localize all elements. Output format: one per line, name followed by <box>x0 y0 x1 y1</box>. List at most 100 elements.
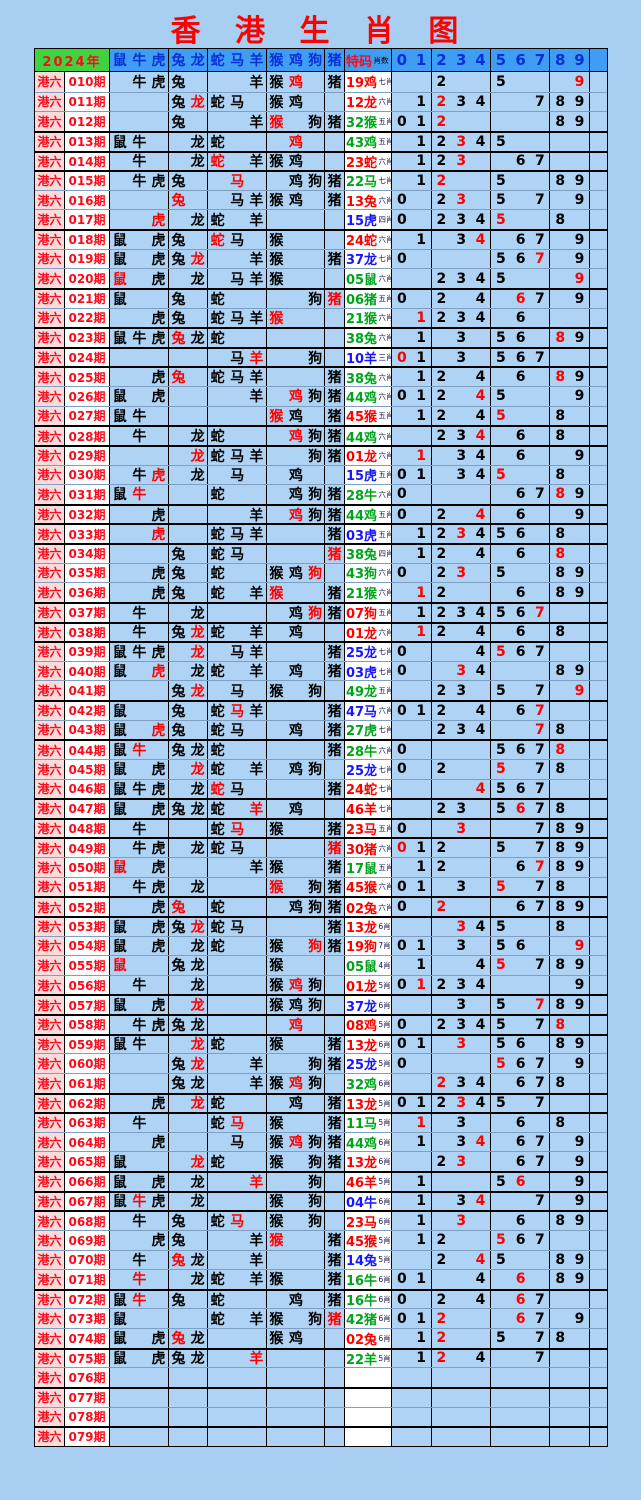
zodiac-char: 蛇 <box>210 1311 225 1328</box>
special-cell: 37龙七肖 <box>344 249 392 269</box>
zodiac-cell <box>227 290 247 308</box>
tail-cell <box>590 112 607 131</box>
digit-value: 2 <box>436 1016 447 1033</box>
digit-value: 2 <box>436 564 447 581</box>
zodiac-cell: 狗 <box>306 877 326 897</box>
digit-cell <box>570 1329 590 1348</box>
zodiac-char: 牛 <box>132 978 147 995</box>
zodiac-cell <box>247 917 267 936</box>
digit-value: 1 <box>416 937 426 954</box>
zodiac-cell <box>130 1054 150 1073</box>
special-number: 32鸡 <box>345 1077 378 1093</box>
zodiac-char: 鼠 <box>112 251 127 268</box>
zodiac-cell <box>306 779 326 799</box>
digit-value: 3 <box>456 1036 467 1053</box>
zodiac-cell: 猴 <box>267 72 287 92</box>
zodiac-cell <box>110 1251 130 1270</box>
digit-value: 2 <box>436 1232 447 1249</box>
zodiac-cell <box>208 1251 228 1270</box>
digit-value: 9 <box>574 388 585 405</box>
zodiac-cell: 蛇 <box>208 898 228 916</box>
digit-cell <box>412 1250 432 1270</box>
digit-cell <box>392 153 412 171</box>
digit-cell: 1 <box>412 172 432 190</box>
digit-cell <box>432 231 452 249</box>
digit-cell: 9 <box>570 681 590 700</box>
zodiac-cell: 蛇 <box>208 231 228 249</box>
tail-cell <box>590 1408 607 1427</box>
digit-cell <box>412 72 432 92</box>
zodiac-cell <box>247 563 267 583</box>
digit-cell: 5 <box>491 269 511 288</box>
digit-value: 9 <box>574 957 585 974</box>
zodiac-cell <box>149 1290 169 1309</box>
zodiac-cell <box>130 564 150 583</box>
zodiac-char: 虎 <box>151 841 166 857</box>
zodiac-cell: 猴 <box>267 1231 287 1250</box>
zodiac-cell: 虎 <box>149 720 169 740</box>
digit-cell <box>451 780 471 799</box>
zodiac-cell <box>130 898 150 916</box>
zodiac-cell: 兔 <box>169 1212 189 1230</box>
zodiac-cell <box>286 1212 306 1230</box>
digit-cell: 6 <box>511 898 531 916</box>
digit-value: 5 <box>495 526 506 543</box>
digit-value: 0 <box>396 702 407 719</box>
zodiac-cell <box>110 1212 130 1230</box>
zodiac-char: 牛 <box>132 1037 147 1054</box>
zodiac-cell: 马 <box>227 191 247 210</box>
digit-cell: 3 <box>451 231 471 249</box>
tail-cell <box>590 741 607 759</box>
period-cell: 014期 <box>65 152 110 171</box>
digit-cell: 6 <box>511 1074 531 1093</box>
digit-value: 4 <box>475 309 486 326</box>
special-cell: 49龙五肖 <box>344 681 392 700</box>
period-cell: 075期 <box>65 1349 110 1368</box>
zodiac-char: 虎 <box>151 389 166 406</box>
zodiac-cell <box>149 348 169 367</box>
tail-cell <box>590 976 607 995</box>
digit-cell: 5 <box>491 349 511 367</box>
digit-cell: 9 <box>570 289 590 308</box>
special-number: 13龙 <box>345 1097 378 1113</box>
special-cell: 25龙 5肖 <box>344 1054 392 1073</box>
digit-value: 9 <box>574 584 585 601</box>
digit-value: 6 <box>515 899 526 916</box>
zodiac-char: 虎 <box>151 585 166 602</box>
header-digit-2: 2 <box>436 51 447 69</box>
zodiac-char: 鼠 <box>112 703 127 720</box>
digit-cell: 7 <box>531 190 551 210</box>
zodiac-char: 猪 <box>327 448 342 465</box>
digit-value: 7 <box>535 250 545 267</box>
zodiac-cell: 羊 <box>247 858 267 877</box>
zodiac-cell <box>188 172 208 190</box>
digit-cell <box>471 1309 491 1328</box>
zodiac-cell: 蛇 <box>208 210 228 229</box>
digit-cell: 1 <box>412 1173 432 1191</box>
digit-cell <box>451 387 471 406</box>
digit-value: 5 <box>495 780 506 797</box>
zodiac-cell: 狗 <box>306 427 326 445</box>
digit-value: 1 <box>416 1134 426 1151</box>
special-cell <box>344 1428 392 1446</box>
row-label: 港六 <box>35 858 65 877</box>
digit-value: 4 <box>475 604 486 621</box>
digit-cell: 6 <box>511 1054 531 1073</box>
zodiac-char: 羊 <box>249 212 264 229</box>
zodiac-cell: 羊 <box>247 702 267 720</box>
zodiac-cell: 龙 <box>188 603 208 622</box>
zodiac-cell: 虎 <box>149 1349 169 1368</box>
zodiac-cell: 蛇 <box>208 662 228 681</box>
tail-cell <box>590 839 607 857</box>
digit-value: 6 <box>515 250 526 267</box>
zodiac-char: 蛇 <box>210 448 225 465</box>
special-cell: 02兔 6肖 <box>344 1329 392 1348</box>
zodiac-cell <box>267 604 287 622</box>
zodiac-cell: 牛 <box>130 1193 150 1210</box>
zodiac-char: 猴 <box>269 271 284 288</box>
digit-cell: 9 <box>570 819 590 838</box>
zodiac-cell: 鼠 <box>110 1350 130 1367</box>
special-cell: 10羊三肖 <box>344 348 392 367</box>
row-label: 港六 <box>35 190 65 210</box>
digit-cell: 9 <box>570 1270 590 1289</box>
